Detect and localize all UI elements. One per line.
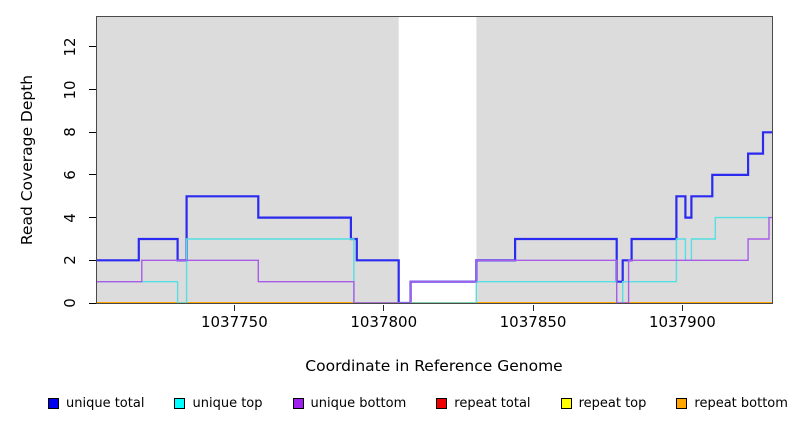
x-tick-mark bbox=[532, 305, 534, 311]
y-tick-mark bbox=[89, 259, 96, 261]
y-tick-mark bbox=[89, 46, 96, 48]
legend-label: repeat total bbox=[454, 396, 531, 411]
legend-swatch-icon bbox=[48, 398, 59, 409]
legend-swatch-icon bbox=[436, 398, 448, 409]
legend-item-unique-top: unique top bbox=[174, 396, 263, 411]
y-tick-mark bbox=[89, 131, 96, 133]
y-tick-label: 4 bbox=[61, 212, 79, 223]
legend-swatch-icon bbox=[174, 398, 186, 409]
y-tick-label: 0 bbox=[61, 298, 79, 308]
x-tick-label: 1037750 bbox=[200, 313, 268, 331]
legend-label: unique top bbox=[192, 396, 263, 411]
y-tick-label: 8 bbox=[61, 127, 79, 138]
series-line-unique-total bbox=[97, 131, 772, 303]
legend-swatch-icon bbox=[676, 398, 688, 409]
x-tick-mark bbox=[233, 305, 235, 311]
x-tick-label: 1037800 bbox=[350, 313, 418, 331]
x-tick-mark bbox=[681, 305, 683, 311]
legend-item-repeat-bottom: repeat bottom bbox=[676, 396, 788, 411]
legend-label: repeat bottom bbox=[694, 396, 788, 411]
legend-label: unique total bbox=[66, 396, 145, 411]
plot-area bbox=[96, 16, 773, 304]
y-tick-mark bbox=[89, 89, 96, 91]
legend-item-unique-bottom: unique bottom bbox=[292, 396, 407, 411]
x-tick-label: 1037850 bbox=[499, 313, 567, 331]
y-tick-mark bbox=[89, 174, 96, 176]
y-tick-mark bbox=[89, 217, 96, 219]
y-tick-label: 2 bbox=[61, 255, 79, 266]
y-tick-label: 10 bbox=[61, 80, 79, 100]
series-line-unique-top bbox=[97, 216, 772, 303]
legend-swatch-icon bbox=[560, 398, 572, 409]
y-tick-label: 6 bbox=[61, 170, 79, 180]
legend-item-repeat-top: repeat top bbox=[560, 396, 647, 411]
legend-item-repeat-total: repeat total bbox=[436, 396, 531, 411]
legend-swatch-icon bbox=[292, 398, 304, 409]
x-axis-title: Coordinate in Reference Genome bbox=[305, 357, 563, 375]
series-line-unique-bottom bbox=[97, 216, 772, 303]
legend: unique total unique top unique bottom repea… bbox=[48, 396, 788, 411]
y-tick-mark bbox=[89, 302, 96, 304]
y-tick-label: 12 bbox=[61, 37, 79, 57]
x-tick-mark bbox=[383, 305, 385, 311]
plot-canvas bbox=[97, 17, 772, 303]
legend-label: repeat top bbox=[578, 396, 647, 411]
x-tick-label: 1037900 bbox=[648, 313, 716, 331]
alignment-gap-region bbox=[398, 17, 477, 303]
legend-label: unique bottom bbox=[310, 396, 407, 411]
y-axis-title: Read Coverage Depth bbox=[18, 74, 36, 246]
legend-item-unique-total: unique total bbox=[48, 396, 144, 411]
